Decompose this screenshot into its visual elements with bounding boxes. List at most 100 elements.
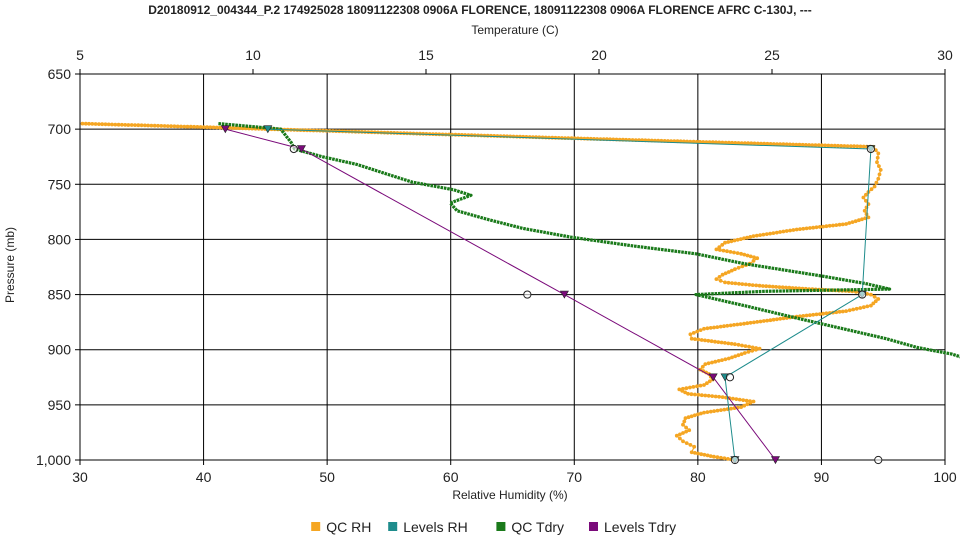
data-point-qc-rh: [739, 405, 743, 409]
data-point-qc-rh: [678, 436, 682, 441]
data-point-qc-rh: [764, 232, 769, 237]
data-point-qc-rh: [761, 232, 766, 237]
data-point-qc-rh: [709, 339, 714, 344]
data-point-qc-rh: [720, 243, 725, 247]
data-point-qc-rh: [750, 345, 755, 350]
data-point-qc-rh: [733, 267, 737, 272]
data-point-qc-rh: [120, 122, 124, 127]
data-point-qc-rh: [798, 227, 802, 232]
data-point-qc-rh: [844, 222, 848, 226]
data-point-qc-rh: [768, 318, 773, 323]
data-point-qc-rh: [726, 356, 731, 361]
data-point-qc-rh: [211, 125, 216, 130]
data-point-qc-rh: [861, 144, 866, 149]
data-point-qc-rh: [705, 326, 710, 331]
data-point-qc-rh: [205, 125, 210, 130]
data-point-qc-rh: [869, 292, 873, 297]
data-point-qc-rh: [688, 385, 692, 390]
data-point-qc-rh: [758, 233, 762, 238]
data-point-qc-rh: [681, 431, 685, 435]
data-point-qc-rh: [684, 441, 689, 445]
data-point-qc-rh: [854, 306, 859, 311]
data-point-qc-rh: [876, 151, 881, 156]
data-point-qc-rh: [791, 142, 795, 147]
data-point-qc-rh: [747, 344, 751, 349]
data-point-qc-rh: [754, 283, 759, 288]
data-point-qc-rh: [687, 428, 692, 433]
rh-tick-label: 90: [814, 469, 830, 485]
data-point-qc-rh: [723, 280, 727, 285]
data-point-qc-rh: [739, 141, 744, 146]
data-point-qc-rh: [743, 141, 747, 146]
data-point-qc-rh: [80, 121, 85, 126]
data-point-qc-rh: [845, 144, 850, 149]
data-point-qc-rh: [781, 229, 786, 234]
data-point-qc-rh: [699, 393, 704, 398]
data-point-qc-rh: [869, 303, 873, 308]
data-point-qc-rh: [787, 285, 792, 290]
data-point-qc-rh: [93, 122, 98, 126]
data-point-qc-rh: [691, 331, 696, 335]
data-point-qc-rh: [742, 236, 746, 241]
data-point-qc-rh: [710, 140, 715, 145]
data-point-qc-rh: [761, 319, 766, 323]
level-circle-marker: [523, 290, 532, 299]
data-point-qc-rh: [742, 321, 746, 326]
relative-humidity-axis-title: Relative Humidity (%): [452, 488, 567, 502]
data-point-qc-rh: [699, 452, 704, 457]
data-point-qc-rh: [681, 422, 685, 427]
data-point-qc-rh: [702, 326, 706, 331]
level-circle-marker: [866, 144, 875, 154]
data-point-qc-rh: [729, 341, 734, 346]
legend: QC RH Levels RH QC Tdry Levels Tdry: [311, 519, 676, 535]
pressure-tick-label: 900: [48, 342, 72, 358]
data-point-qc-rh: [824, 311, 829, 316]
data-point-qc-rh: [689, 392, 694, 397]
data-point-qc-rh: [713, 359, 718, 364]
data-point-qc-rh: [873, 299, 878, 304]
data-point-qc-rh: [840, 309, 845, 314]
data-point-qc-rh: [751, 259, 756, 263]
level-circle-marker: [289, 144, 298, 154]
data-point-qc-rh: [827, 223, 832, 228]
data-point-qc-rh: [192, 124, 197, 129]
data-point-qc-rh: [777, 285, 782, 289]
data-point-qc-rh: [734, 397, 739, 401]
data-point-qc-rh: [707, 140, 712, 145]
data-point-qc-rh: [720, 272, 725, 277]
data-point-qc-rh: [689, 450, 694, 455]
data-point-qc-rh: [748, 320, 753, 325]
data-point-qc-rh: [746, 350, 751, 354]
data-point-qc-rh: [716, 340, 721, 344]
legend-label: Levels Tdry: [604, 519, 676, 535]
data-point-qc-rh: [778, 316, 783, 321]
data-point-qc-rh: [738, 322, 743, 326]
data-point-qc-rh: [758, 319, 763, 324]
data-point-qc-rh: [717, 394, 721, 399]
data-point-qc-rh: [721, 248, 726, 253]
data-point-qc-rh: [876, 176, 881, 181]
data-point-qc-rh: [691, 385, 696, 389]
data-point-qc-rh: [797, 142, 802, 147]
data-point-qc-rh: [800, 142, 805, 147]
data-point-qc-rh: [695, 384, 699, 389]
legend-swatch: [496, 522, 506, 531]
data-point-qc-rh: [149, 123, 154, 128]
data-point-qc-rh: [748, 254, 753, 259]
data-point-qc-rh: [689, 414, 694, 419]
data-point-qc-rh: [179, 124, 183, 129]
data-point-qc-rh: [218, 125, 222, 130]
data-point-qc-rh: [771, 231, 776, 236]
data-point-qc-rh: [745, 235, 749, 240]
data-point-qc-rh: [126, 123, 131, 127]
data-point-qc-rh: [689, 336, 694, 341]
data-point-qc-rh: [866, 215, 871, 220]
data-point-qc-rh: [788, 142, 792, 147]
data-point-qc-rh: [116, 122, 121, 127]
data-point-qc-rh: [133, 123, 137, 127]
data-point-qc-rh: [719, 455, 723, 460]
data-point-qc-rh: [865, 304, 870, 309]
data-point-qc-rh: [844, 309, 848, 313]
data-point-qc-rh: [693, 337, 697, 341]
data-point-qc-rh: [739, 251, 743, 256]
